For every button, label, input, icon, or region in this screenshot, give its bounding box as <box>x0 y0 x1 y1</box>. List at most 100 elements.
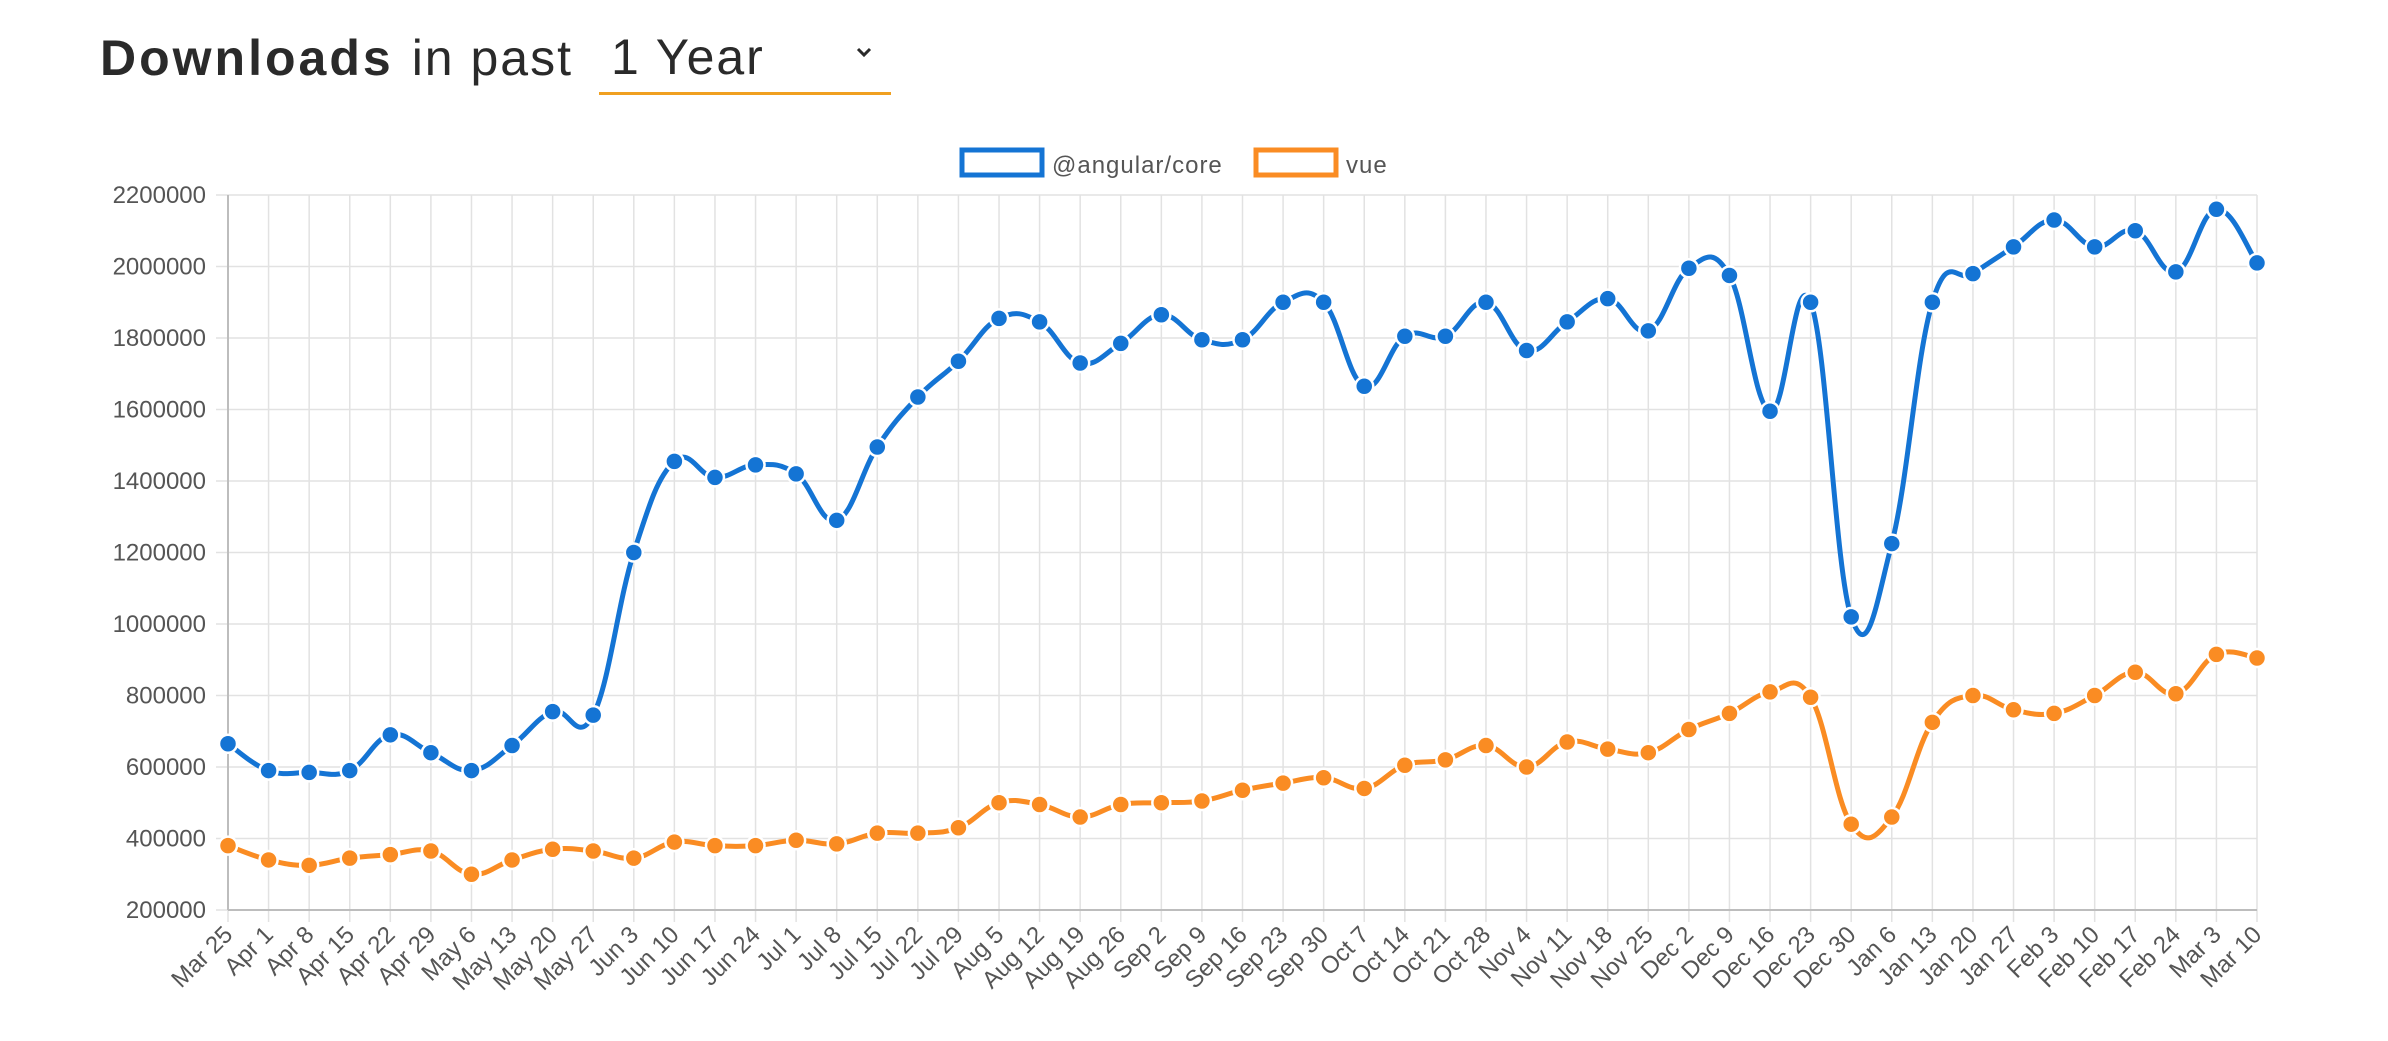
data-point-vue[interactable] <box>867 822 888 844</box>
data-point-vue[interactable] <box>1678 719 1700 740</box>
data-point-angular-core[interactable] <box>2003 236 2024 258</box>
data-point-angular-core[interactable] <box>907 386 929 408</box>
data-point-angular-core[interactable] <box>1475 292 1497 313</box>
data-point-vue[interactable] <box>1394 754 1416 776</box>
data-point-angular-core[interactable] <box>2165 261 2187 283</box>
data-point-angular-core[interactable] <box>1394 325 1416 347</box>
data-point-vue[interactable] <box>582 840 604 862</box>
data-point-angular-core[interactable] <box>217 733 239 755</box>
data-point-vue[interactable] <box>623 847 645 869</box>
data-point-angular-core[interactable] <box>664 451 685 472</box>
data-point-vue[interactable] <box>380 844 401 865</box>
data-point-vue[interactable] <box>1110 794 1132 815</box>
data-point-vue[interactable] <box>1759 681 1781 703</box>
data-point-angular-core[interactable] <box>623 542 645 563</box>
data-point-vue[interactable] <box>1069 806 1091 828</box>
data-point-vue[interactable] <box>704 835 726 856</box>
data-point-vue[interactable] <box>217 835 239 856</box>
data-point-angular-core[interactable] <box>1353 376 1375 397</box>
data-point-angular-core[interactable] <box>1638 320 1659 342</box>
data-point-angular-core[interactable] <box>988 308 1010 329</box>
data-point-vue[interactable] <box>1029 794 1050 815</box>
data-point-vue[interactable] <box>461 864 482 885</box>
data-point-angular-core[interactable] <box>298 762 320 783</box>
data-point-vue[interactable] <box>2165 683 2187 704</box>
data-point-angular-core[interactable] <box>948 350 969 372</box>
data-point-vue[interactable] <box>2125 662 2146 683</box>
data-point-angular-core[interactable] <box>582 704 604 726</box>
data-point-angular-core[interactable] <box>1110 333 1132 354</box>
data-point-vue[interactable] <box>785 830 807 851</box>
data-point-vue[interactable] <box>1191 790 1213 812</box>
data-point-angular-core[interactable] <box>1922 292 1943 313</box>
data-point-vue[interactable] <box>1353 778 1375 799</box>
data-point-vue[interactable] <box>1922 712 1943 733</box>
data-point-angular-core[interactable] <box>339 760 360 781</box>
data-point-angular-core[interactable] <box>1151 304 1172 326</box>
legend-label-vue[interactable]: vue <box>1346 152 1388 179</box>
data-point-vue[interactable] <box>988 792 1010 813</box>
data-point-vue[interactable] <box>664 831 685 853</box>
data-point-vue[interactable] <box>501 849 523 871</box>
data-point-vue[interactable] <box>2003 699 2024 721</box>
data-point-vue[interactable] <box>1597 738 1618 760</box>
data-point-angular-core[interactable] <box>461 760 482 781</box>
data-point-vue[interactable] <box>2246 647 2268 669</box>
data-point-vue[interactable] <box>1232 779 1253 801</box>
data-point-vue[interactable] <box>1556 731 1578 753</box>
data-point-vue[interactable] <box>1516 756 1537 778</box>
data-point-vue[interactable] <box>1151 792 1172 813</box>
data-point-angular-core[interactable] <box>1435 325 1456 347</box>
data-point-vue[interactable] <box>1962 685 1984 706</box>
data-point-vue[interactable] <box>339 847 360 869</box>
data-point-vue[interactable] <box>1435 749 1456 771</box>
data-point-angular-core[interactable] <box>1759 401 1781 422</box>
data-point-angular-core[interactable] <box>1516 340 1537 361</box>
data-point-angular-core[interactable] <box>1313 292 1334 313</box>
data-point-vue[interactable] <box>826 833 847 855</box>
data-point-vue[interactable] <box>2084 685 2105 706</box>
data-point-vue[interactable] <box>948 817 969 839</box>
data-point-angular-core[interactable] <box>1029 311 1050 333</box>
data-point-vue[interactable] <box>2043 703 2065 724</box>
data-point-vue[interactable] <box>2206 644 2227 665</box>
data-point-vue[interactable] <box>1719 703 1740 724</box>
data-point-angular-core[interactable] <box>704 467 726 488</box>
data-point-angular-core[interactable] <box>420 742 442 763</box>
data-point-angular-core[interactable] <box>1800 292 1821 313</box>
data-point-angular-core[interactable] <box>745 454 766 476</box>
legend-label-angular-core[interactable]: @angular/core <box>1052 152 1223 179</box>
data-point-vue[interactable] <box>542 838 563 860</box>
data-point-vue[interactable] <box>1840 813 1862 835</box>
data-point-angular-core[interactable] <box>1069 352 1091 374</box>
data-point-angular-core[interactable] <box>1678 258 1700 279</box>
data-point-angular-core[interactable] <box>1191 329 1213 351</box>
data-point-angular-core[interactable] <box>1881 533 1903 554</box>
period-select[interactable]: 1 Year <box>599 21 892 95</box>
data-point-angular-core[interactable] <box>1556 311 1578 333</box>
data-point-angular-core[interactable] <box>1232 329 1253 351</box>
data-point-vue[interactable] <box>1881 806 1903 828</box>
data-point-angular-core[interactable] <box>2043 209 2065 231</box>
data-point-vue[interactable] <box>298 855 320 876</box>
data-point-angular-core[interactable] <box>867 436 888 458</box>
data-point-angular-core[interactable] <box>542 701 563 722</box>
data-point-angular-core[interactable] <box>2084 236 2105 258</box>
data-point-angular-core[interactable] <box>1962 263 1984 284</box>
data-point-vue[interactable] <box>1272 772 1294 794</box>
data-point-vue[interactable] <box>745 835 766 856</box>
data-point-angular-core[interactable] <box>826 510 847 531</box>
data-point-vue[interactable] <box>907 822 929 844</box>
data-point-vue[interactable] <box>258 849 279 871</box>
data-point-angular-core[interactable] <box>258 760 279 781</box>
data-point-angular-core[interactable] <box>380 724 401 746</box>
data-point-angular-core[interactable] <box>501 735 523 756</box>
data-point-vue[interactable] <box>1638 742 1659 763</box>
data-point-angular-core[interactable] <box>2206 199 2227 220</box>
data-point-angular-core[interactable] <box>1597 288 1618 309</box>
legend-swatch-angular-core[interactable] <box>959 147 1045 178</box>
data-point-vue[interactable] <box>1313 767 1334 788</box>
data-point-angular-core[interactable] <box>2125 220 2146 241</box>
data-point-vue[interactable] <box>1800 687 1821 708</box>
data-point-vue[interactable] <box>1475 735 1497 756</box>
